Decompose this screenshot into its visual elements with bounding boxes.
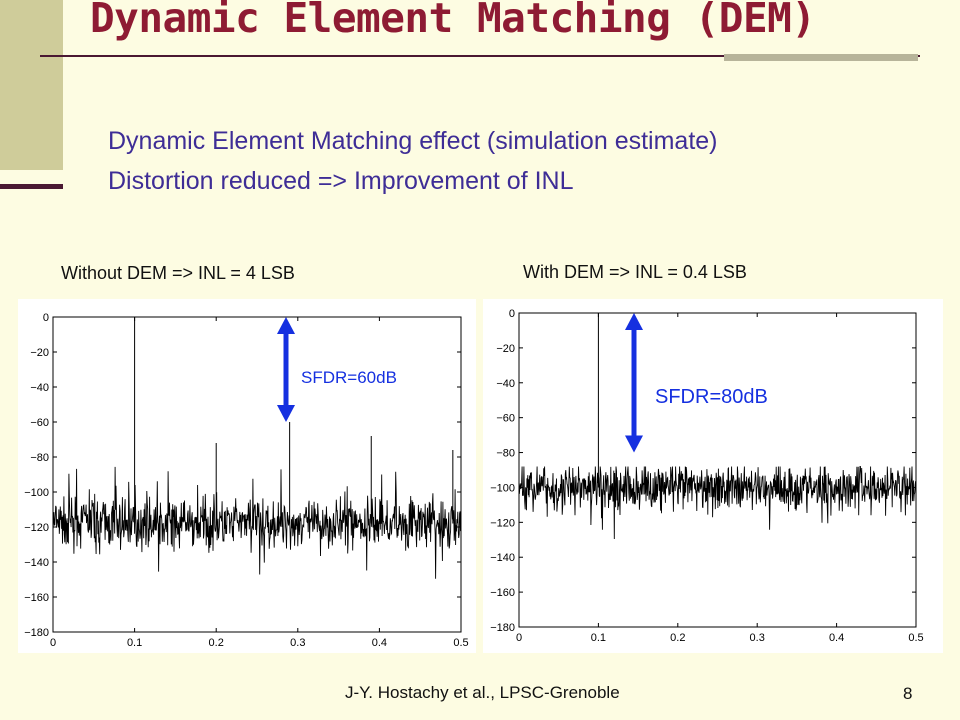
x-tick-label: 0.1 <box>591 632 606 644</box>
x-tick-label: 0.4 <box>372 637 387 649</box>
left-decor-bar <box>0 0 63 170</box>
slide-title: Dynamic Element Matching (DEM) <box>90 0 816 42</box>
noise-floor-trace <box>52 466 462 579</box>
y-tick-label: −160 <box>24 592 49 604</box>
sfdr-arrow-head-bottom <box>625 435 643 453</box>
y-tick-label: −20 <box>30 347 49 359</box>
y-tick-label: 0 <box>43 312 49 324</box>
y-tick-label: −120 <box>24 522 49 534</box>
right-chart-caption: With DEM => INL = 0.4 LSB <box>523 262 747 282</box>
y-tick-label: −180 <box>490 622 515 634</box>
y-tick-label: −140 <box>490 552 515 564</box>
chart-background <box>483 299 943 653</box>
y-tick-label: −100 <box>24 487 49 499</box>
x-tick-label: 0 <box>516 632 522 644</box>
x-tick-label: 0 <box>50 637 56 649</box>
sfdr-arrow-head-bottom <box>277 405 295 422</box>
x-tick-label: 0.3 <box>290 637 305 649</box>
sfdr-annotation: SFDR=60dB <box>301 368 397 387</box>
title-rule <box>40 55 920 57</box>
x-tick-label: 0.2 <box>209 637 224 649</box>
plot-frame <box>52 316 462 633</box>
title-rule-accent <box>724 54 918 61</box>
x-tick-label: 0.2 <box>670 632 685 644</box>
chart-background <box>18 299 476 653</box>
y-tick-label: −140 <box>24 557 49 569</box>
y-tick-label: 0 <box>509 308 515 320</box>
y-tick-label: −80 <box>496 448 515 460</box>
sfdr-annotation: SFDR=80dB <box>655 386 768 408</box>
x-tick-label: 0.5 <box>908 632 923 644</box>
sfdr-arrow-head-top <box>625 313 643 330</box>
y-tick-label: −120 <box>490 517 515 529</box>
bullet-2: Distortion reduced => Improvement of INL <box>108 167 574 195</box>
bullet-1: Dynamic Element Matching effect (simulat… <box>108 127 718 155</box>
y-tick-label: −60 <box>30 417 49 429</box>
page-number: 8 <box>903 684 913 703</box>
plot-frame <box>518 312 917 628</box>
x-tick-label: 0.3 <box>750 632 765 644</box>
noise-floor-trace <box>518 466 917 540</box>
left-chart-caption: Without DEM => INL = 4 LSB <box>61 263 295 283</box>
y-tick-label: −40 <box>30 382 49 394</box>
y-tick-label: −20 <box>496 343 515 355</box>
y-tick-label: −180 <box>24 627 49 639</box>
y-tick-label: −160 <box>490 587 515 599</box>
x-tick-label: 0.5 <box>453 637 468 649</box>
y-tick-label: −80 <box>30 452 49 464</box>
x-tick-label: 0.1 <box>127 637 142 649</box>
x-tick-label: 0.4 <box>829 632 844 644</box>
footer-credit: J-Y. Hostachy et al., LPSC-Grenoble <box>345 683 620 702</box>
sfdr-arrow-head-top <box>277 317 295 334</box>
left-decor-line <box>0 184 63 189</box>
y-tick-label: −100 <box>490 482 515 494</box>
y-tick-label: −60 <box>496 413 515 425</box>
y-tick-label: −40 <box>496 378 515 390</box>
